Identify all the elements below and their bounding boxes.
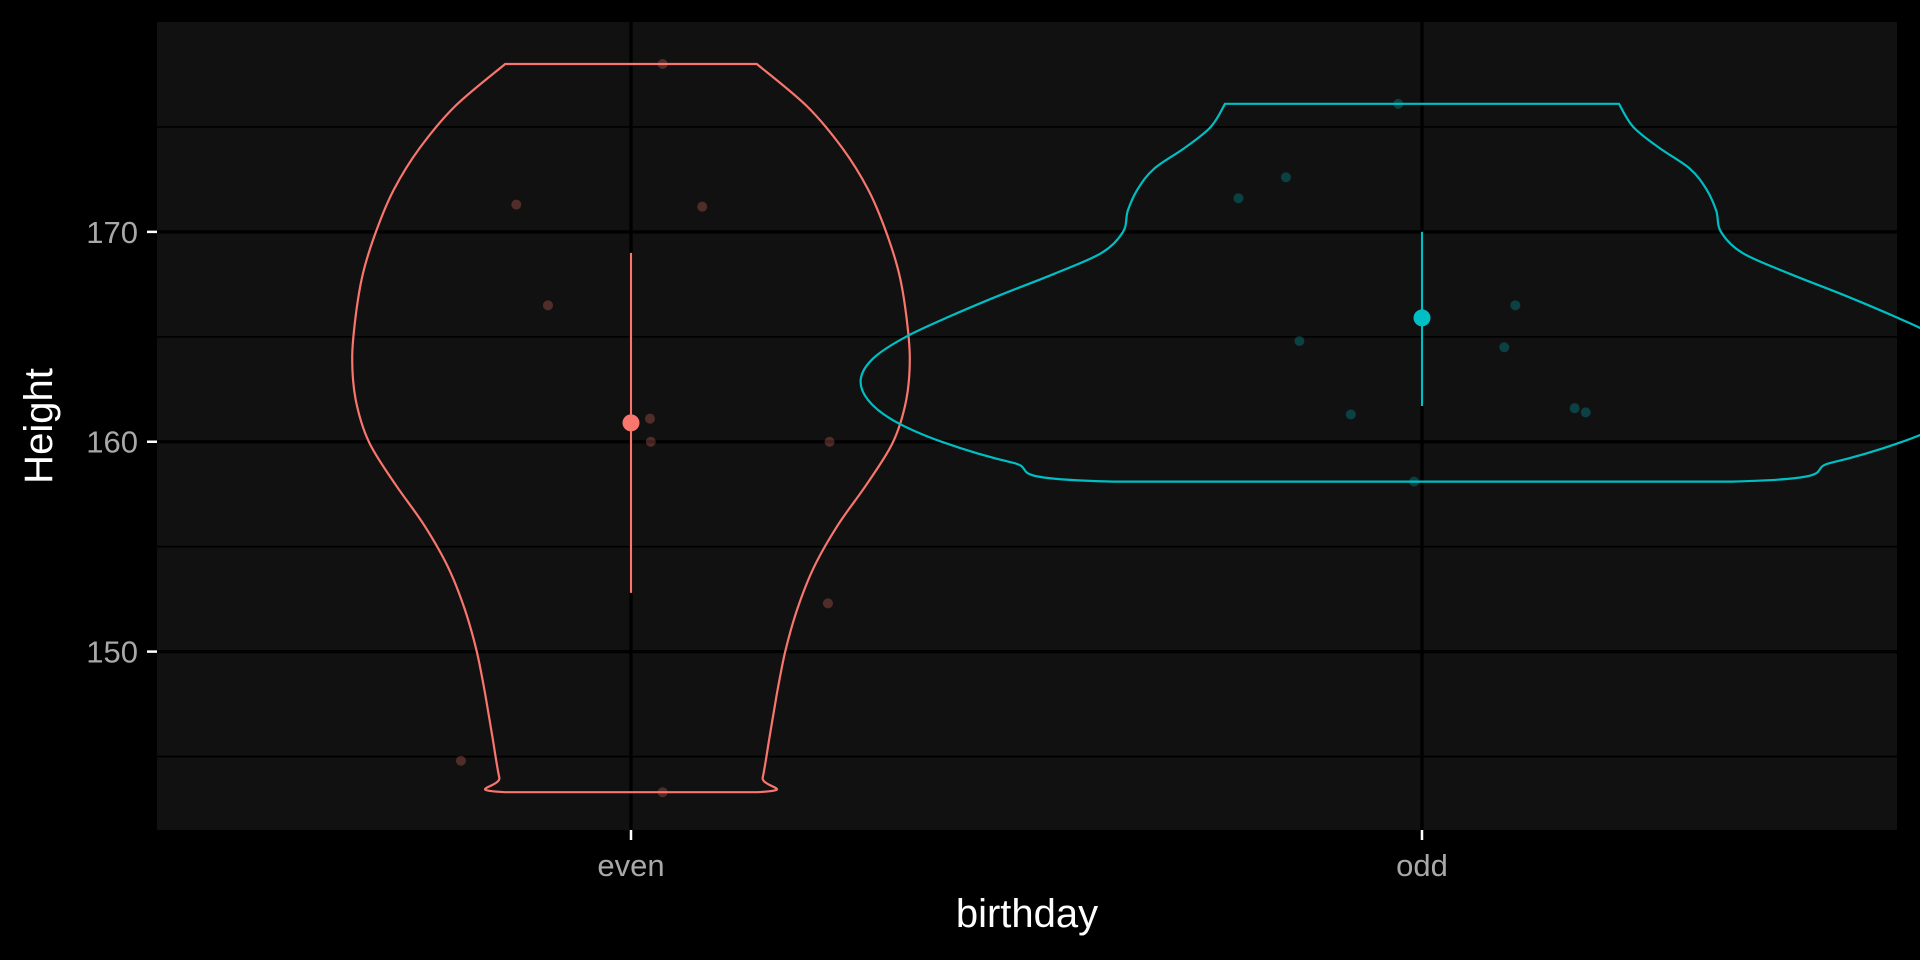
data-point-odd bbox=[1499, 342, 1509, 352]
data-point-even bbox=[646, 437, 656, 447]
data-point-even bbox=[658, 59, 668, 69]
data-point-even bbox=[645, 414, 655, 424]
data-point-even bbox=[543, 300, 553, 310]
data-point-odd bbox=[1570, 403, 1580, 413]
data-point-odd bbox=[1294, 336, 1304, 346]
data-point-odd bbox=[1233, 193, 1243, 203]
y-tick-label: 150 bbox=[86, 635, 138, 670]
plot-panel bbox=[157, 22, 1897, 830]
x-axis-title: birthday bbox=[956, 892, 1098, 936]
x-tick-label-even: even bbox=[597, 848, 664, 883]
data-point-even bbox=[697, 202, 707, 212]
x-tick-label-odd: odd bbox=[1396, 848, 1448, 883]
data-point-even bbox=[823, 598, 833, 608]
data-point-odd bbox=[1346, 409, 1356, 419]
y-axis-title: Height bbox=[17, 368, 61, 484]
mean-point-even bbox=[623, 414, 640, 431]
data-point-even bbox=[825, 437, 835, 447]
data-point-odd bbox=[1581, 407, 1591, 417]
y-tick-label: 170 bbox=[86, 215, 138, 250]
data-point-odd bbox=[1393, 99, 1403, 109]
data-point-odd bbox=[1281, 172, 1291, 182]
data-point-odd bbox=[1409, 477, 1419, 487]
y-tick-label: 160 bbox=[86, 425, 138, 460]
data-point-even bbox=[511, 200, 521, 210]
data-point-even bbox=[456, 756, 466, 766]
data-point-even bbox=[658, 787, 668, 797]
mean-point-odd bbox=[1414, 309, 1431, 326]
data-point-odd bbox=[1510, 300, 1520, 310]
